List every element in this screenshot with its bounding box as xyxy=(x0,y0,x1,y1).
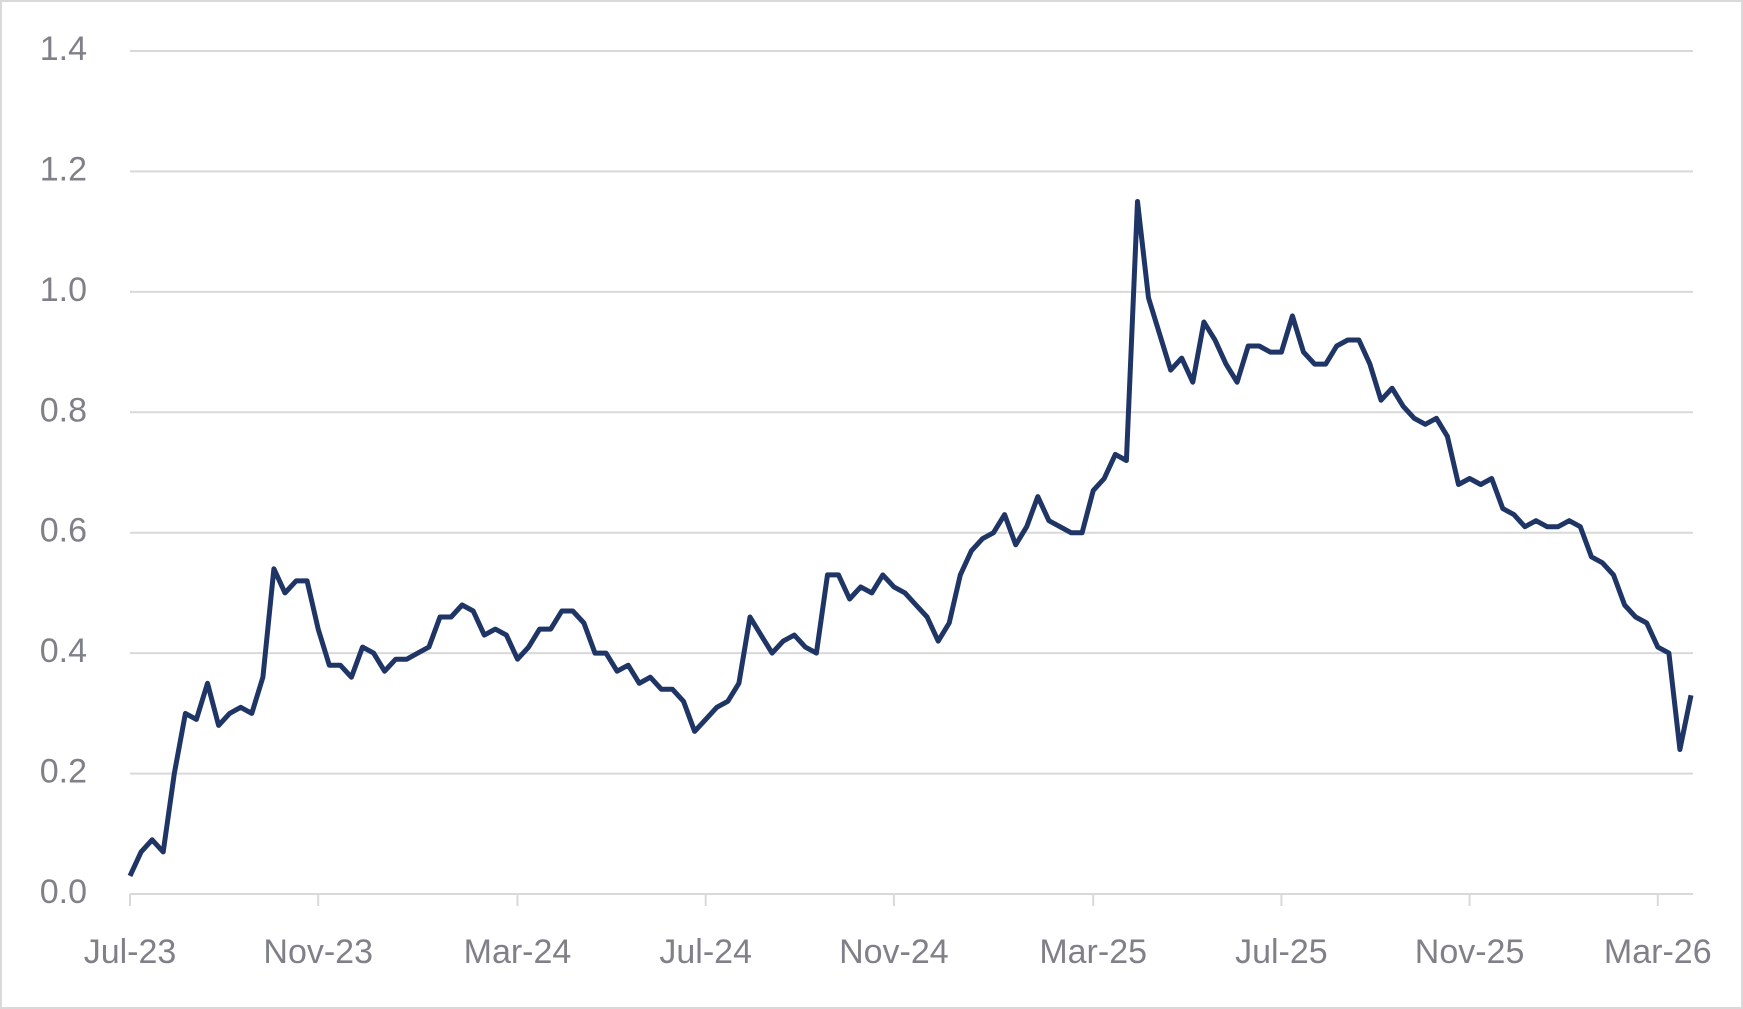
y-tick-label: 0.4 xyxy=(40,632,87,670)
x-tick-label: Jul-23 xyxy=(84,933,177,971)
x-tick-label: Nov-23 xyxy=(263,933,373,971)
y-tick-label: 0.8 xyxy=(40,391,87,429)
x-tick-label: Jul-25 xyxy=(1235,933,1328,971)
x-tick-label: Mar-26 xyxy=(1604,933,1712,971)
y-tick-label: 1.0 xyxy=(40,271,87,309)
y-tick-label: 0.2 xyxy=(40,753,87,791)
y-tick-label: 0.0 xyxy=(40,873,87,911)
x-tick-label: Nov-25 xyxy=(1415,933,1525,971)
data-line xyxy=(127,199,1694,877)
x-tick-label: Nov-24 xyxy=(839,933,949,971)
y-tick-label: 1.2 xyxy=(40,150,87,188)
x-tick-label: Mar-24 xyxy=(464,933,572,971)
y-tick-label: 0.6 xyxy=(40,512,87,550)
x-tick-label: Jul-24 xyxy=(659,933,752,971)
y-tick-label: 1.4 xyxy=(40,30,87,68)
x-tick-label: Mar-25 xyxy=(1039,933,1147,971)
